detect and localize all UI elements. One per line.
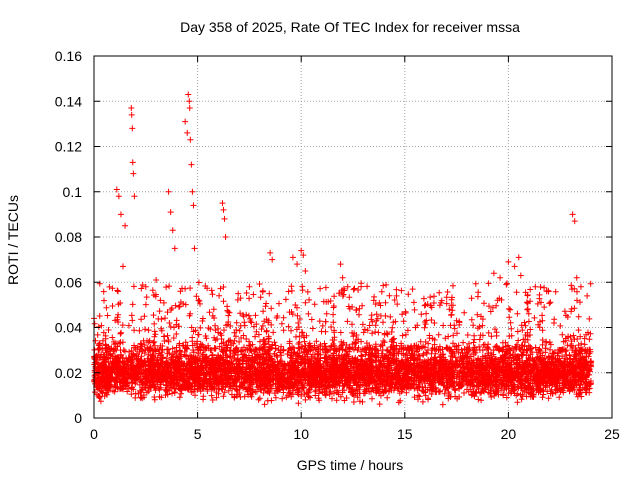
roti-point	[222, 234, 229, 240]
roti-point	[577, 283, 584, 290]
x-tick-label: 5	[194, 426, 202, 442]
x-tick-label: 20	[501, 426, 517, 442]
roti-point	[393, 292, 400, 299]
y-tick-label: 0.08	[55, 229, 82, 245]
roti-point	[188, 161, 195, 168]
roti-point	[267, 249, 274, 256]
roti-point	[300, 252, 307, 259]
roti-point	[289, 254, 296, 261]
roti-point	[171, 245, 178, 252]
x-tick-label: 15	[397, 426, 413, 442]
y-tick-label: 0.02	[55, 365, 82, 381]
grid-lines	[94, 56, 612, 418]
roti-point	[191, 245, 198, 252]
y-tick-label: 0.04	[55, 320, 82, 336]
roti-point	[497, 274, 504, 281]
roti-point	[584, 292, 591, 299]
roti-point	[221, 215, 228, 222]
roti-point	[298, 247, 305, 254]
roti-point	[130, 170, 137, 177]
roti-point	[511, 263, 518, 270]
roti-point	[505, 258, 512, 265]
roti-point	[515, 254, 522, 261]
roti-point	[182, 118, 189, 125]
data-points	[91, 91, 595, 408]
roti-point	[189, 188, 196, 195]
roti-point	[165, 188, 172, 195]
roti-point	[115, 193, 122, 200]
y-tick-label: 0.16	[55, 48, 82, 64]
roti-point	[370, 297, 377, 304]
roti-point	[128, 111, 135, 118]
roti-point	[220, 206, 227, 213]
roti-point	[219, 200, 226, 207]
chart-title: Day 358 of 2025, Rate Of TEC Index for r…	[180, 19, 520, 35]
roti-point	[532, 283, 539, 290]
roti-point	[190, 202, 197, 209]
roti-point	[470, 322, 477, 329]
roti-point	[153, 276, 160, 283]
roti-point	[246, 283, 253, 290]
x-tick-label: 0	[90, 426, 98, 442]
roti-point-cloud	[91, 279, 595, 408]
roti-point	[569, 211, 576, 218]
roti-point	[187, 136, 194, 143]
roti-point	[517, 272, 524, 279]
roti-point	[550, 319, 557, 326]
x-axis-label: GPS time / hours	[297, 457, 404, 473]
roti-point	[129, 125, 136, 132]
roti-point	[269, 256, 276, 263]
roti-point	[186, 98, 193, 105]
roti-point	[414, 322, 421, 329]
roti-point	[122, 222, 129, 229]
y-tick-label: 0.12	[55, 139, 82, 155]
roti-point	[302, 267, 309, 274]
roti-point	[453, 317, 460, 324]
axes: 0 5 10 15 20 25 0 0.02 0.04 0.06 0.08 0.1 0.12 0.14 0.…	[55, 48, 620, 442]
x-tick-label: 25	[604, 426, 620, 442]
roti-point	[142, 283, 149, 290]
roti-point	[490, 270, 497, 277]
roti-point	[131, 193, 138, 200]
roti-point	[294, 261, 301, 268]
roti-point	[337, 261, 344, 268]
roti-point	[167, 209, 174, 216]
roti-point	[573, 274, 580, 281]
roti-point	[169, 227, 176, 234]
roti-point	[113, 186, 120, 193]
roti-point	[339, 274, 346, 281]
y-tick-label: 0.1	[63, 184, 83, 200]
y-tick-label: 0.14	[55, 93, 82, 109]
roti-point	[571, 218, 578, 225]
x-tick-label: 10	[293, 426, 309, 442]
roti-point	[129, 159, 136, 166]
y-tick-label: 0	[74, 410, 82, 426]
y-tick-label: 0.06	[55, 274, 82, 290]
roti-point	[128, 105, 135, 112]
roti-point	[422, 301, 429, 308]
roti-point	[117, 211, 124, 218]
roti-point	[185, 91, 192, 98]
y-axis-label: ROTI / TECUs	[5, 195, 21, 285]
roti-point	[184, 129, 191, 136]
roti-point	[120, 263, 127, 270]
roti-point	[186, 105, 193, 112]
